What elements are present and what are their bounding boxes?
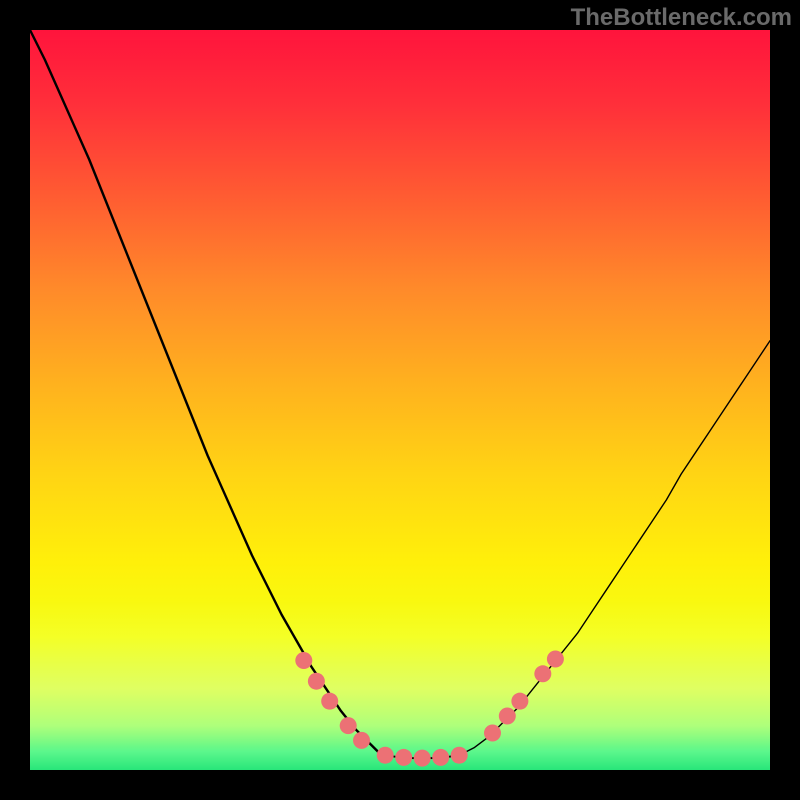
marker-point: [353, 732, 370, 749]
soft-highlight-band: [30, 600, 770, 748]
marker-point: [414, 750, 431, 767]
chart-container: TheBottleneck.com: [0, 0, 800, 800]
marker-point: [547, 651, 564, 668]
marker-point: [340, 717, 357, 734]
marker-point: [484, 725, 501, 742]
plot-area: [30, 30, 770, 770]
marker-point: [511, 693, 528, 710]
marker-point: [295, 652, 312, 669]
watermark-label: TheBottleneck.com: [571, 4, 792, 32]
marker-point: [499, 707, 516, 724]
marker-point: [321, 693, 338, 710]
marker-point: [395, 749, 412, 766]
marker-point: [534, 665, 551, 682]
marker-point: [432, 749, 449, 766]
chart-svg: [30, 30, 770, 770]
marker-point: [451, 747, 468, 764]
marker-point: [377, 747, 394, 764]
marker-point: [308, 673, 325, 690]
